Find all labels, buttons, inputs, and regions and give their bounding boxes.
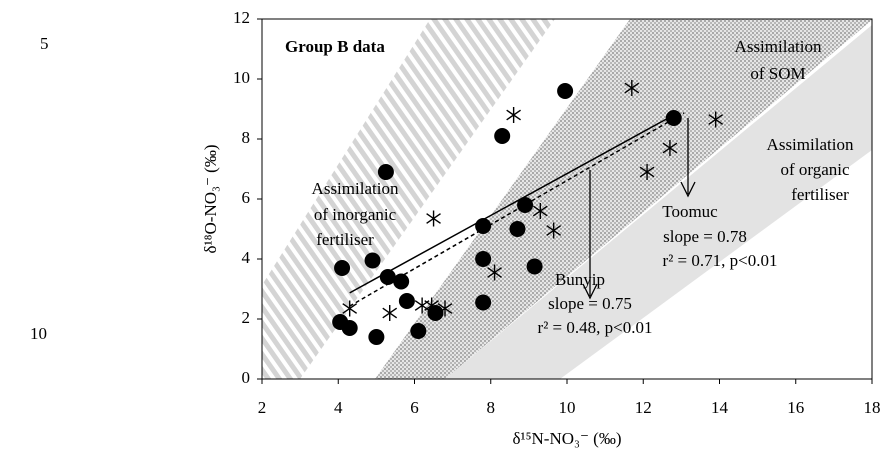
annotation: r² = 0.71, p<0.01: [663, 251, 778, 270]
point: [517, 197, 534, 213]
arrows: [582, 118, 696, 300]
bands: [262, 19, 872, 379]
line-number: 10: [30, 324, 47, 343]
annotation: slope = 0.75: [548, 294, 632, 313]
point: [475, 218, 492, 234]
y-tick-label: 10: [233, 68, 250, 87]
point: [437, 300, 453, 317]
arrow-head: [680, 181, 696, 198]
annotation: of inorganic: [314, 205, 397, 224]
x-tick-label: 2: [258, 398, 267, 417]
annotation: of SOM: [750, 64, 805, 83]
fit-line: [349, 112, 685, 307]
annotation: Assimilation: [735, 37, 822, 56]
point: [665, 110, 682, 126]
x-tick-label: 14: [711, 398, 729, 417]
point: [557, 83, 574, 99]
point: [494, 128, 511, 144]
point: [475, 294, 492, 311]
annotation: Assimilation: [767, 135, 854, 154]
point: [364, 252, 381, 269]
inorganic-band: [262, 19, 555, 379]
annotation: Toomuc: [662, 202, 718, 221]
point: [424, 297, 440, 314]
point: [382, 305, 398, 321]
point: [377, 164, 394, 180]
y-axis-label: δ¹⁸O-NO₃⁻ (‰): [201, 145, 220, 254]
annotation: Assimilation: [312, 179, 399, 198]
point: [509, 221, 526, 237]
point: [487, 264, 502, 281]
point: [639, 164, 655, 180]
arrow-head: [582, 283, 598, 300]
fit-line: [349, 116, 671, 294]
annotation: of organic: [780, 160, 850, 179]
point: [624, 80, 640, 96]
point: [426, 210, 441, 227]
point: [546, 222, 562, 239]
point: [506, 107, 521, 123]
annotation: fertiliser: [791, 185, 849, 204]
organic-band: [445, 25, 872, 379]
point: [662, 140, 678, 156]
point: [532, 203, 548, 219]
y-tick-label: 0: [242, 368, 251, 387]
x-tick-label: 6: [410, 398, 419, 417]
annotation: r² = 0.48, p<0.01: [538, 318, 653, 337]
point: [393, 273, 410, 290]
point: [341, 320, 358, 336]
point: [368, 329, 385, 345]
y-tick-label: 6: [242, 188, 251, 207]
annotation: slope = 0.78: [663, 227, 747, 246]
y-tick-label: 12: [233, 8, 250, 27]
annotation: Bunyip: [555, 270, 605, 289]
x-tick-label: 16: [787, 398, 804, 417]
annotation: Group B data: [285, 37, 385, 56]
annotation: fertiliser: [316, 230, 374, 249]
x-tick-label: 18: [864, 398, 881, 417]
point: [334, 260, 351, 276]
y-tick-label: 8: [242, 128, 251, 147]
point: [379, 269, 396, 285]
x-tick-label: 4: [334, 398, 343, 417]
line-number: 5: [40, 34, 49, 53]
x-axis-label: δ¹⁵N-NO₃⁻ (‰): [513, 429, 622, 448]
point: [526, 258, 543, 275]
x-tick-label: 8: [487, 398, 496, 417]
x-tick-label: 12: [635, 398, 652, 417]
y-tick-label: 2: [242, 308, 251, 327]
point: [410, 323, 427, 339]
som-band: [375, 19, 872, 379]
point: [708, 111, 724, 128]
point: [342, 300, 358, 317]
point: [398, 293, 415, 309]
point: [475, 251, 492, 267]
y-tick-label: 4: [242, 248, 251, 267]
x-tick-label: 10: [559, 398, 576, 417]
